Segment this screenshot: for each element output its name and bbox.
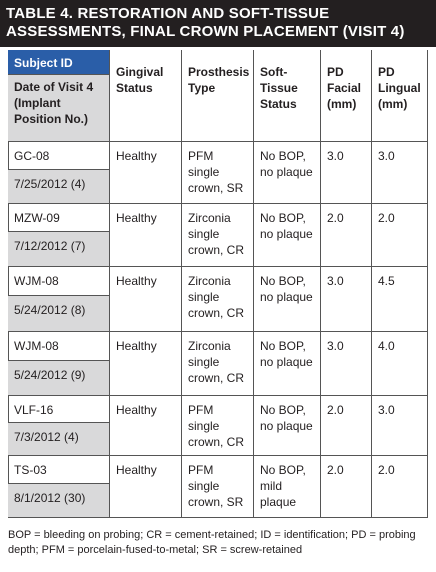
- table-cell: PFM single crown, SR: [182, 456, 254, 518]
- table-cell: 2.0: [321, 396, 372, 456]
- table-cell: PFM single crown, SR: [182, 142, 254, 204]
- subject-cell: WJM-08: [8, 267, 110, 296]
- subject-cell: WJM-08: [8, 332, 110, 361]
- header-cell: Soft-Tissue Status: [254, 50, 321, 142]
- table-cell: 2.0: [321, 204, 372, 267]
- table-cell: 4.5: [372, 267, 428, 332]
- date-cell: 5/24/2012 (9): [8, 361, 110, 396]
- table-cell: Zirconia single crown, CR: [182, 267, 254, 332]
- table-cell: 2.0: [372, 204, 428, 267]
- table-cell: No BOP, no plaque: [254, 204, 321, 267]
- table-cell: Healthy: [110, 456, 182, 518]
- table-cell: 2.0: [372, 456, 428, 518]
- header-cell: PD Facial (mm): [321, 50, 372, 142]
- table-cell: Zirconia single crown, CR: [182, 204, 254, 267]
- table-cell: Zirconia single crown, CR: [182, 332, 254, 396]
- date-cell: 7/3/2012 (4): [8, 423, 110, 456]
- table-cell: No BOP, no plaque: [254, 396, 321, 456]
- subject-cell: MZW-09: [8, 204, 110, 232]
- table-cell: Healthy: [110, 142, 182, 204]
- header-date: Date of Visit 4 (Implant Position No.): [8, 75, 110, 142]
- table-cell: 3.0: [321, 332, 372, 396]
- table-cell: 3.0: [321, 142, 372, 204]
- subject-cell: TS-03: [8, 456, 110, 484]
- header-subject: Subject ID: [8, 50, 110, 75]
- table-cell: 3.0: [372, 396, 428, 456]
- header-cell: Prosthesis Type: [182, 50, 254, 142]
- table-title: TABLE 4. RESTORATION AND SOFT-TISSUE ASS…: [0, 0, 436, 47]
- table-cell: Healthy: [110, 267, 182, 332]
- table-cell: 3.0: [372, 142, 428, 204]
- date-cell: 5/24/2012 (8): [8, 296, 110, 332]
- table-cell: Healthy: [110, 332, 182, 396]
- header-cell: Gingival Status: [110, 50, 182, 142]
- table-cell: No BOP, no plaque: [254, 142, 321, 204]
- table-cell: No BOP, no plaque: [254, 267, 321, 332]
- table-cell: PFM single crown, CR: [182, 396, 254, 456]
- subject-cell: VLF-16: [8, 396, 110, 423]
- table-cell: No BOP, no plaque: [254, 332, 321, 396]
- table-cell: Healthy: [110, 204, 182, 267]
- footnote: BOP = bleeding on probing; CR = cement-r…: [8, 529, 416, 556]
- subject-cell: GC-08: [8, 142, 110, 170]
- date-cell: 7/25/2012 (4): [8, 170, 110, 204]
- table-cell: 2.0: [321, 456, 372, 518]
- header-cell: PD Lingual (mm): [372, 50, 428, 142]
- table-cell: No BOP, mild plaque: [254, 456, 321, 518]
- table-cell: Healthy: [110, 396, 182, 456]
- table-cell: 4.0: [372, 332, 428, 396]
- date-cell: 7/12/2012 (7): [8, 232, 110, 267]
- table-cell: 3.0: [321, 267, 372, 332]
- date-cell: 8/1/2012 (30): [8, 484, 110, 518]
